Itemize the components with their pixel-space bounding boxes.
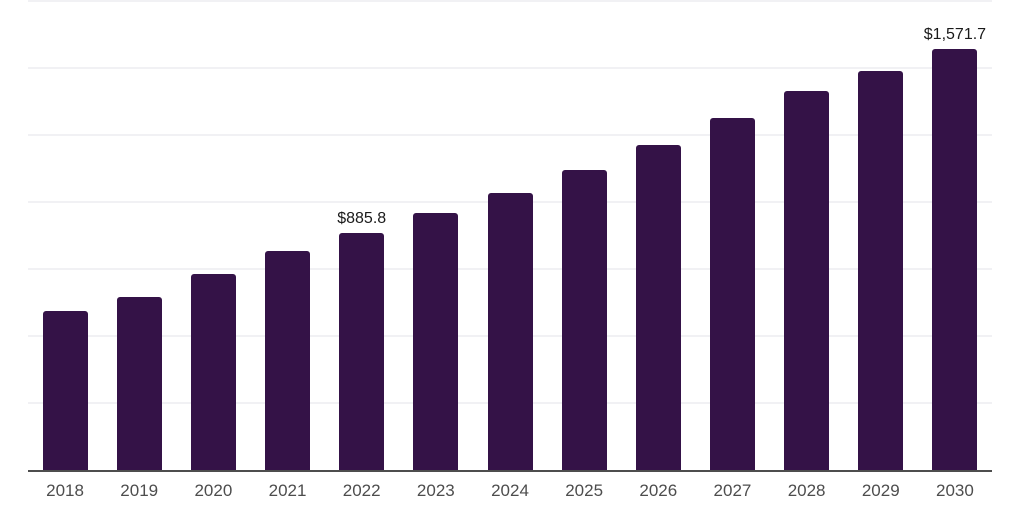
x-tick-label-2018: 2018: [46, 481, 84, 500]
bar-2020: [190, 273, 236, 470]
x-tick-label-2029: 2029: [861, 481, 900, 500]
x-tick-label-2030: 2030: [936, 481, 974, 500]
x-tick-label-2024: 2024: [491, 481, 529, 500]
plot-area: $885.8 $1,571.7: [28, 0, 992, 472]
bar-value-label-2030: $1,571.7: [923, 25, 987, 43]
x-tick-label-2025: 2025: [565, 481, 604, 500]
x-tick-label-2028: 2028: [787, 481, 826, 500]
bar-value-label-2022: $885.8: [337, 209, 387, 227]
x-tick-label-2027: 2027: [713, 481, 752, 500]
bar-2024: [487, 192, 533, 470]
bar-2021: [265, 250, 311, 470]
x-tick-label-2022: 2022: [342, 481, 381, 500]
bar-2027: [709, 117, 755, 470]
x-tick-label-2019: 2019: [120, 481, 159, 500]
bar-2028: [784, 90, 830, 470]
x-tick-label-2026: 2026: [639, 481, 678, 500]
gridline: [28, 67, 992, 69]
bar-2019: [116, 296, 162, 470]
bar-2023: [413, 213, 459, 470]
gridline: [28, 0, 992, 2]
bar-2018: [42, 310, 88, 470]
bar-2030: [932, 48, 978, 470]
x-tick-label-2020: 2020: [194, 481, 233, 500]
gridline: [28, 134, 992, 136]
bar-2029: [858, 70, 904, 470]
x-axis: 2018 2019 2020 2021 2022 2023 2024 2025 2026 2027…: [28, 481, 992, 505]
bar-2022: [339, 232, 385, 470]
x-tick-label-2023: 2023: [416, 481, 455, 500]
bar-2025: [561, 169, 607, 470]
x-tick-label-2021: 2021: [268, 481, 307, 500]
bar-2026: [635, 144, 681, 470]
